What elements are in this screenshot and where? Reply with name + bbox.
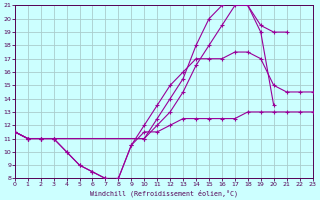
X-axis label: Windchill (Refroidissement éolien,°C): Windchill (Refroidissement éolien,°C) — [90, 189, 238, 197]
